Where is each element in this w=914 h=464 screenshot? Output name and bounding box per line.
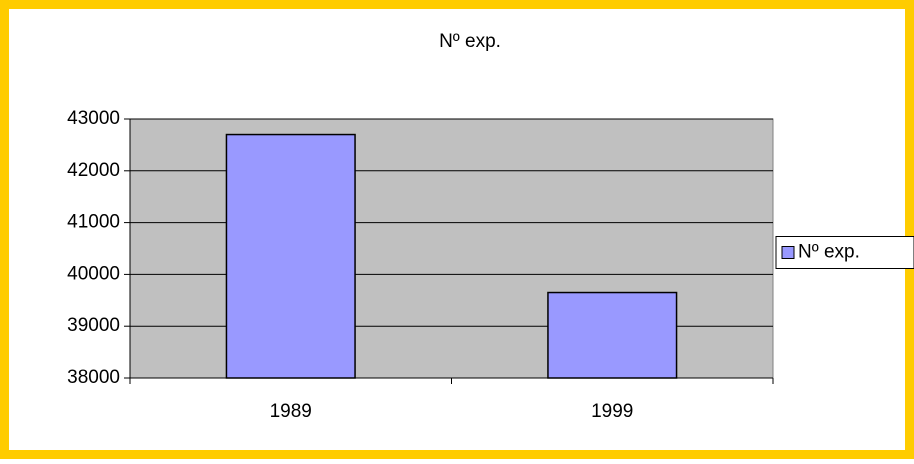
legend [775,236,914,269]
y-tick-label: 40000 [67,263,120,284]
legend-label: Nº exp. [798,242,860,263]
x-tick-label: 1999 [591,401,633,422]
bar [225,133,356,379]
y-tick-label: 41000 [67,212,120,233]
x-tick-label: 1989 [270,401,312,422]
bar [547,291,678,379]
y-tick-label: 38000 [67,367,120,388]
y-tick-label: 42000 [67,160,120,181]
y-tick-label: 39000 [67,315,120,336]
legend-swatch [781,246,795,259]
chart-title: Nº exp. [439,31,501,52]
y-tick-label: 43000 [67,108,120,129]
